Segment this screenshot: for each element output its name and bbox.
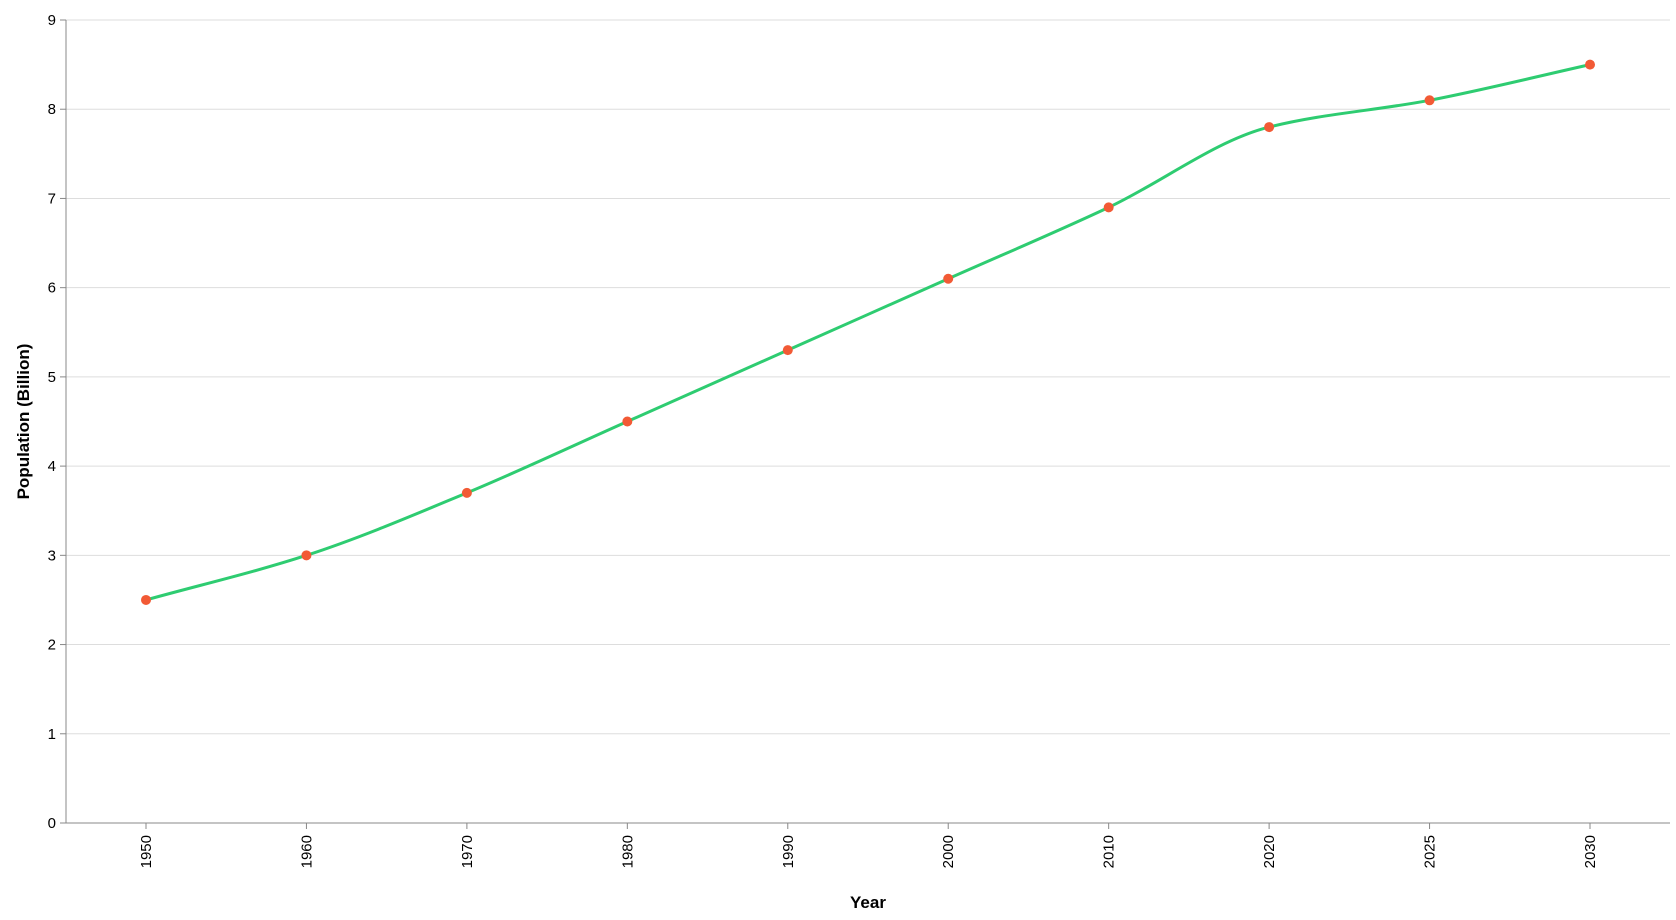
data-point: [1103, 202, 1114, 213]
y-tick-label: 5: [48, 369, 56, 386]
data-point: [461, 487, 472, 498]
y-axis-title: Population (Billion): [14, 344, 33, 500]
data-point: [301, 550, 312, 561]
axes: 0 1 2 3 4 5 6 7 8 9 1950 1960 1970 1980 1990 2000 2010 20…: [48, 12, 1670, 868]
x-tick-label: 2010: [1101, 835, 1118, 868]
y-tick-label: 4: [48, 458, 56, 475]
data-points: [141, 59, 1595, 605]
data-point: [1424, 95, 1435, 106]
x-axis-title: Year: [850, 893, 886, 912]
data-point: [782, 345, 793, 356]
x-tick-label: 2025: [1422, 835, 1439, 868]
data-point: [1264, 122, 1275, 133]
y-tick-label: 0: [48, 815, 56, 832]
x-tick-label: 1960: [298, 835, 315, 868]
y-tick-label: 7: [48, 190, 56, 207]
series-population: [145, 63, 1591, 602]
data-point: [1585, 59, 1595, 70]
data-point: [141, 594, 151, 605]
x-tick-label: 1970: [459, 835, 476, 868]
data-point: [622, 416, 633, 427]
grid-lines: [66, 19, 1670, 824]
x-tick-label: 2000: [940, 835, 957, 868]
y-tick-label: 3: [48, 547, 56, 564]
y-tick-label: 9: [48, 12, 56, 29]
data-point: [943, 273, 954, 284]
y-tick-label: 2: [48, 637, 56, 654]
y-tick-label: 6: [48, 280, 56, 297]
x-tick-label: 1990: [780, 835, 797, 868]
x-tick-label: 2030: [1582, 835, 1599, 868]
x-tick-label: 1980: [619, 835, 636, 868]
y-tick-label: 8: [48, 101, 56, 118]
x-tick-label: 1950: [138, 835, 155, 868]
y-tick-label: 1: [48, 726, 56, 743]
series-line: [145, 63, 1591, 602]
x-tick-label: 2020: [1261, 835, 1278, 868]
